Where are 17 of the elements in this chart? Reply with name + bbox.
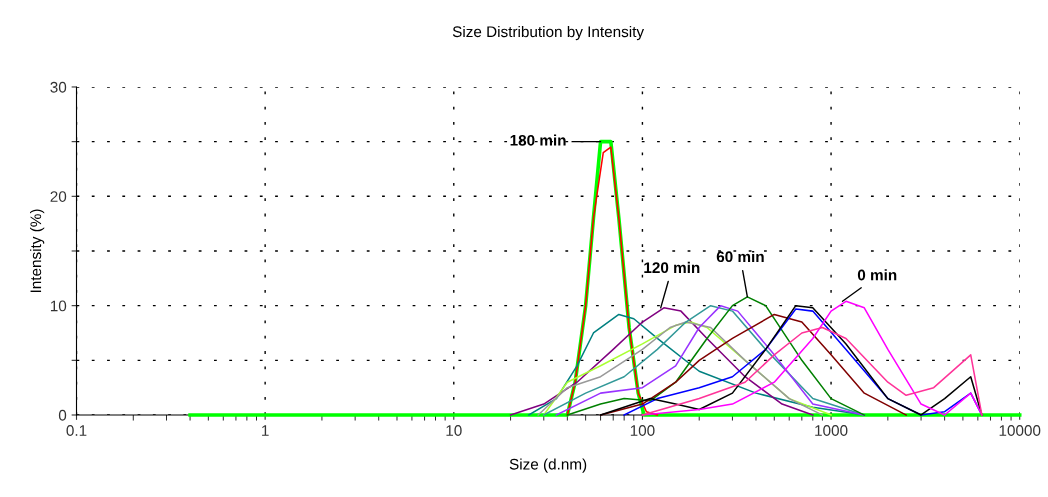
y-tick-label: 0 [58,409,67,421]
annotation: 60 min [716,250,764,263]
x-tick-label: 10000 [999,425,1041,436]
y-tick-label: 20 [50,191,67,202]
annotation: 120 min [644,261,700,274]
y-tick-label: 10 [50,300,67,312]
x-tick-label: 0.1 [66,425,87,436]
annotation: 180 min [510,134,566,146]
x-tick-label: 1 [262,425,269,436]
x-tick-label: 10 [446,425,462,436]
x-tick-label: 1000 [815,425,848,436]
y-axis-title: Intensity (%) [29,209,45,293]
x-tick-label: 100 [630,425,655,436]
chart-title: Size Distribution by Intensity [452,25,645,41]
y-tick-label: 30 [50,81,67,93]
x-axis-title: Size (d.nm) [509,458,587,473]
annotation: 0 min [857,269,897,281]
